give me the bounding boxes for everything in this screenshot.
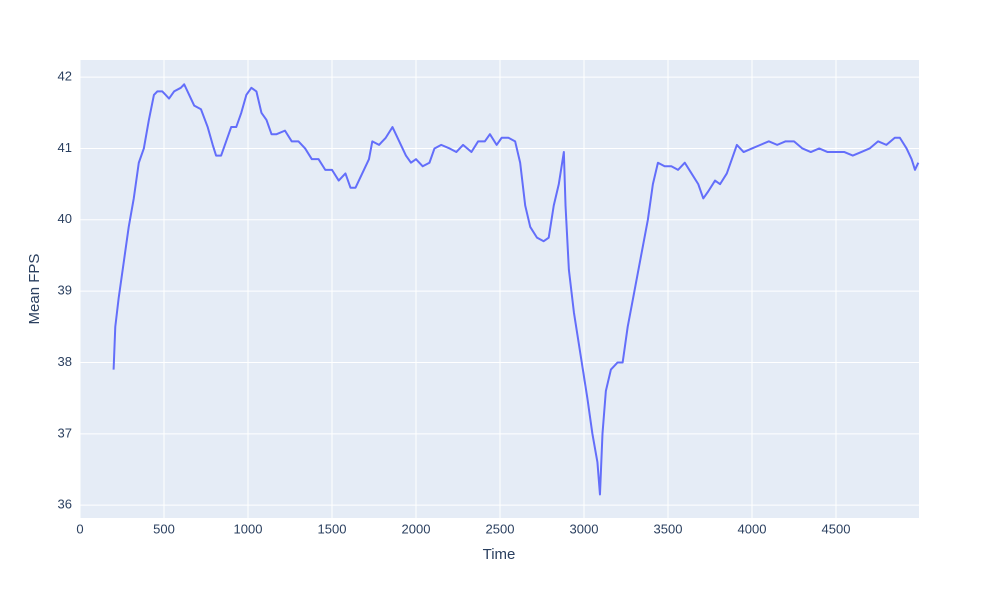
y-tick-label: 42 bbox=[58, 69, 72, 84]
x-tick-label: 2000 bbox=[402, 521, 431, 536]
y-tick-label: 36 bbox=[58, 497, 72, 512]
x-tick-label: 0 bbox=[76, 521, 83, 536]
x-tick-label: 3500 bbox=[654, 521, 683, 536]
y-tick-label: 39 bbox=[58, 283, 72, 298]
y-axis-title: Mean FPS bbox=[26, 254, 43, 325]
x-tick-label: 1000 bbox=[234, 521, 263, 536]
plot-area bbox=[80, 60, 919, 518]
y-tick-label: 40 bbox=[58, 211, 72, 226]
y-tick-label: 37 bbox=[58, 425, 72, 440]
x-tick-label: 2500 bbox=[486, 521, 515, 536]
data-line bbox=[112, 83, 920, 496]
x-tick-label: 500 bbox=[153, 521, 175, 536]
y-tick-label: 41 bbox=[58, 140, 72, 155]
y-tick-label: 38 bbox=[58, 354, 72, 369]
x-tick-label: 4500 bbox=[822, 521, 851, 536]
x-tick-label: 1500 bbox=[318, 521, 347, 536]
x-tick-label: 4000 bbox=[738, 521, 767, 536]
x-axis-title: Time bbox=[483, 546, 516, 563]
x-tick-label: 3000 bbox=[570, 521, 599, 536]
